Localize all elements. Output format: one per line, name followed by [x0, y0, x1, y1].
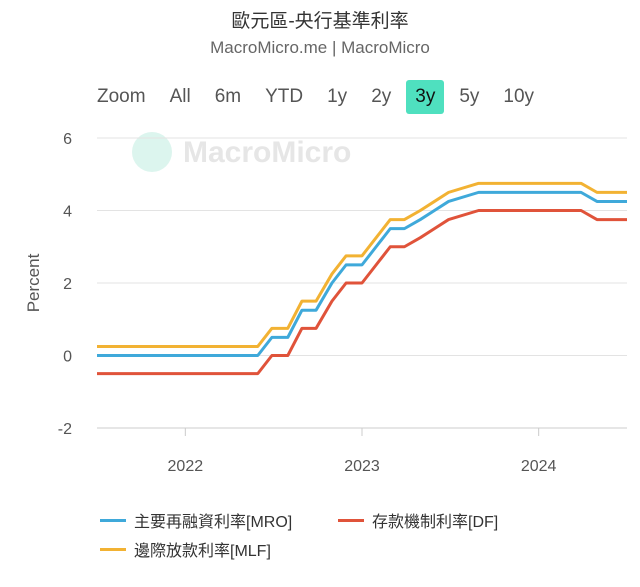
range-button-2y[interactable]: 2y — [371, 86, 392, 107]
series-line-0 — [97, 190, 627, 357]
range-button-3y[interactable]: 3y — [406, 80, 445, 114]
zoom-label: Zoom — [97, 86, 146, 107]
range-selector: Zoom All 6m YTD 1y 2y 3y 5y 10y — [88, 80, 549, 114]
legend-item-df[interactable]: 存款機制利率[DF] — [338, 508, 498, 532]
x-tick-label: 2023 — [344, 458, 380, 475]
x-tick-label: 2022 — [168, 458, 204, 475]
legend-swatch — [100, 547, 126, 551]
y-tick-label: -2 — [58, 421, 72, 438]
range-button-all[interactable]: All — [169, 86, 191, 107]
range-button-6m[interactable]: 6m — [214, 86, 242, 107]
y-axis-label: Percent — [24, 253, 43, 312]
range-button-ytd[interactable]: YTD — [265, 86, 304, 107]
legend-label: 主要再融資利率[MRO] — [134, 514, 293, 531]
y-tick-label: 6 — [63, 131, 72, 148]
series-line-2 — [97, 181, 627, 348]
chart-subtitle: MacroMicro.me | MacroMicro — [210, 38, 430, 57]
legend-item-mlf[interactable]: 邊際放款利率[MLF] — [100, 537, 271, 561]
legend-swatch — [338, 518, 364, 522]
legend-item-mro[interactable]: 主要再融資利率[MRO] — [100, 508, 292, 532]
chart-title: 歐元區-央行基準利率 — [231, 11, 409, 32]
range-button-10y[interactable]: 10y — [503, 86, 535, 107]
range-button-5y[interactable]: 5y — [459, 86, 480, 107]
series-line-1 — [97, 209, 627, 376]
y-tick-label: 4 — [63, 204, 72, 221]
range-button-1y[interactable]: 1y — [327, 86, 348, 107]
legend-label: 存款機制利率[DF] — [372, 514, 499, 531]
watermark: MacroMicro — [183, 136, 351, 169]
x-tick-label: 2024 — [521, 458, 557, 475]
watermark-logo-icon — [132, 132, 172, 172]
y-tick-label: 0 — [63, 349, 72, 366]
legend-label: 邊際放款利率[MLF] — [134, 543, 271, 560]
y-tick-label: 2 — [63, 276, 72, 293]
legend-swatch — [100, 518, 126, 522]
